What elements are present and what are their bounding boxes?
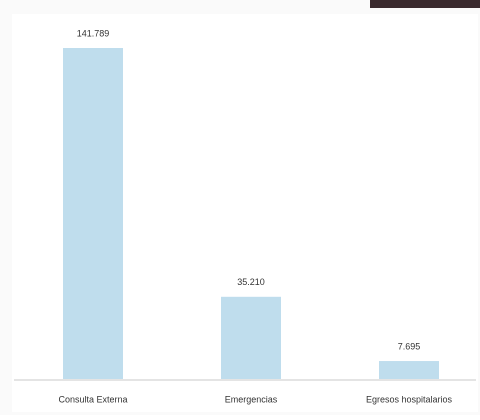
value-label: 35.210 — [237, 277, 265, 287]
bar — [221, 296, 281, 379]
bar — [379, 361, 439, 379]
value-label: 141.789 — [77, 28, 110, 38]
x-tick-label: Consulta Externa — [58, 394, 127, 404]
value-label: 7.695 — [398, 341, 421, 351]
corner-image — [370, 0, 480, 8]
x-tick-label: Egresos hospitalarios — [366, 394, 453, 404]
bar — [63, 48, 123, 379]
x-tick-label: Emergencias — [225, 394, 278, 404]
